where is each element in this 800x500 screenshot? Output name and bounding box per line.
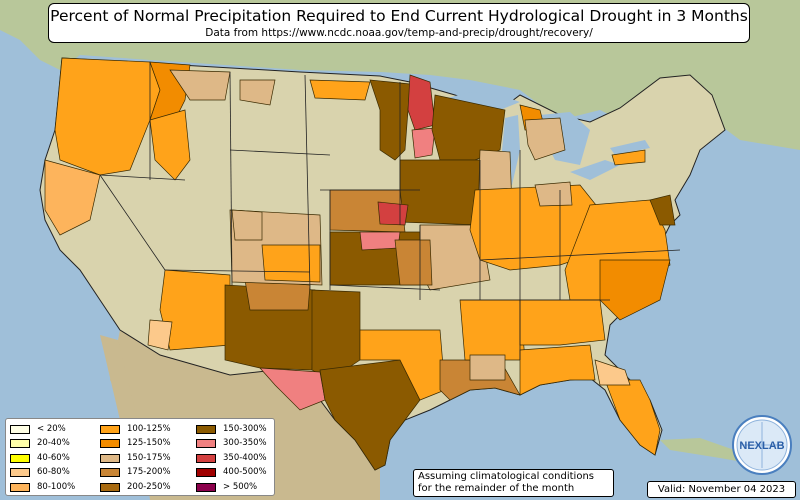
legend-label: 100-125%: [127, 423, 171, 434]
legend-swatch: [100, 468, 120, 478]
legend-column-3: 150-300% 300-350% 350-400% 400-500% > 50…: [196, 422, 267, 495]
nexlab-logo: NEXLAB: [732, 415, 792, 475]
region-carolinas: [599, 259, 671, 321]
legend-label: > 500%: [223, 481, 258, 492]
legend-item: < 20%: [10, 422, 75, 437]
region-idaho-south: [149, 109, 191, 181]
legend-item: 150-175%: [100, 451, 171, 466]
legend-item: 175-200%: [100, 466, 171, 481]
drought-regions: [44, 57, 676, 471]
legend-swatch: [196, 424, 216, 434]
legend-item: 20-40%: [10, 437, 75, 452]
region-georgia-orange: [519, 299, 606, 346]
legend-label: 300-350%: [223, 438, 267, 449]
legend-label: 150-300%: [223, 423, 267, 434]
legend-item: 150-300%: [196, 422, 267, 437]
region-minnesota-pink: [411, 127, 436, 159]
region-north-california: [44, 159, 101, 236]
legend-swatch: [100, 453, 120, 463]
lake-ontario: [610, 140, 650, 155]
legend: < 20% 20-40% 40-60% 60-80% 80-100% 100-1…: [5, 418, 275, 496]
region-gulf-coast: [519, 344, 596, 396]
legend-label: 125-150%: [127, 438, 171, 449]
legend-item: 400-500%: [196, 466, 267, 481]
legend-item: 40-60%: [10, 451, 75, 466]
legend-item: 300-350%: [196, 437, 267, 452]
region-iowa: [399, 159, 481, 226]
region-minnesota-red: [407, 74, 436, 131]
map-subtitle: Data from https://www.ncdc.noaa.gov/temp…: [205, 27, 593, 39]
legend-column-2: 100-125% 125-150% 150-175% 175-200% 200-…: [100, 422, 171, 495]
legend-swatch: [10, 424, 30, 434]
region-delmarva: [649, 194, 676, 226]
map-title: Percent of Normal Precipitation Required…: [50, 7, 748, 25]
region-kansas-pink: [359, 231, 401, 251]
legend-label: 150-175%: [127, 452, 171, 463]
region-colorado-orange: [261, 244, 321, 283]
legend-column-1: < 20% 20-40% 40-60% 60-80% 80-100%: [10, 422, 75, 495]
legend-label: 80-100%: [37, 481, 76, 492]
note-line-2: for the remainder of the month: [418, 483, 575, 494]
legend-label: < 20%: [37, 423, 66, 434]
note-line-1: Assuming climatological conditions: [418, 471, 594, 482]
legend-item: > 500%: [196, 480, 267, 495]
region-oklahoma-orange: [394, 239, 433, 286]
logo-grid: [741, 422, 783, 468]
legend-label: 20-40%: [37, 438, 70, 449]
legend-swatch: [196, 439, 216, 449]
region-mississippi: [459, 299, 526, 361]
legend-item: 60-80%: [10, 466, 75, 481]
region-ny-orange: [611, 149, 646, 166]
region-dakota-orange: [309, 79, 371, 101]
legend-swatch: [10, 468, 30, 478]
legend-label: 350-400%: [223, 452, 267, 463]
legend-item: 80-100%: [10, 480, 75, 495]
legend-swatch: [10, 439, 30, 449]
region-arizona-tan: [147, 319, 173, 351]
legend-item: 125-150%: [100, 437, 171, 452]
legend-label: 40-60%: [37, 452, 70, 463]
legend-item: 100-125%: [100, 422, 171, 437]
region-alabama-tan: [469, 354, 506, 381]
legend-swatch: [100, 424, 120, 434]
region-michigan-tan: [524, 117, 566, 161]
legend-item: 350-400%: [196, 451, 267, 466]
region-utah-tan: [231, 209, 263, 241]
legend-label: 200-250%: [127, 481, 171, 492]
legend-swatch: [100, 439, 120, 449]
legend-label: 175-200%: [127, 467, 171, 478]
lake-erie: [570, 160, 620, 180]
legend-label: 400-500%: [223, 467, 267, 478]
legend-swatch: [10, 482, 30, 492]
legend-swatch: [196, 468, 216, 478]
legend-swatch: [196, 453, 216, 463]
region-southwest-orange: [159, 269, 231, 351]
region-florida-orange: [604, 379, 661, 456]
legend-swatch: [10, 453, 30, 463]
logo-text: NEXLAB: [739, 440, 784, 452]
legend-label: 60-80%: [37, 467, 70, 478]
legend-swatch: [100, 482, 120, 492]
legend-swatch: [196, 482, 216, 492]
title-box: Percent of Normal Precipitation Required…: [48, 3, 750, 43]
assumption-note: Assuming climatological conditions for t…: [413, 469, 614, 497]
region-texas-pink: [259, 367, 326, 411]
legend-item: 200-250%: [100, 480, 171, 495]
region-montana-west: [169, 69, 231, 101]
region-texas-east-orange: [359, 329, 446, 401]
region-florida-tan: [594, 359, 631, 386]
region-wyoming-patch: [239, 79, 276, 106]
state-borders: [99, 62, 681, 360]
valid-date: Valid: November 04 2023: [647, 481, 796, 498]
region-nebraska-red: [377, 201, 409, 226]
region-pa-tan: [534, 181, 573, 207]
